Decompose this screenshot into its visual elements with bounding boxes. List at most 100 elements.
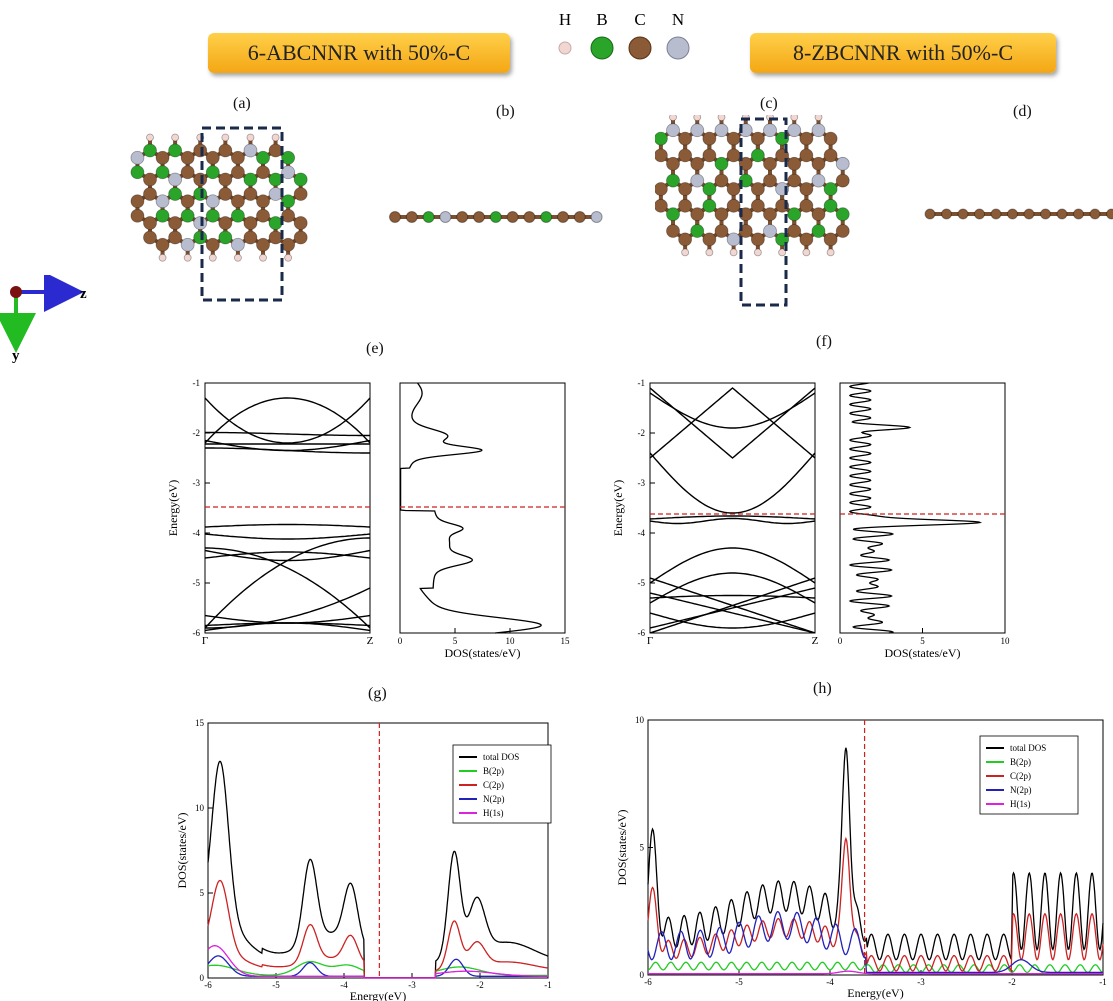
carbon-atom (787, 156, 802, 171)
panel-label-b: (b) (496, 103, 515, 120)
nitrogen-atom (180, 237, 195, 252)
boron-atom (666, 173, 680, 188)
nitrogen-atom (281, 165, 296, 180)
hydrogen-atom (171, 133, 180, 142)
xtick-label: -3 (408, 980, 416, 990)
panel-label-g: (g) (368, 685, 387, 702)
band-line (205, 622, 370, 632)
ytick-label: -4 (193, 528, 201, 538)
ytick-label: -5 (638, 578, 646, 588)
hydrogen-atom (208, 253, 217, 262)
carbon-atom (231, 165, 245, 180)
legend-label-0: total DOS (483, 752, 519, 762)
nitrogen-atom (763, 224, 777, 238)
xtick-label: 0 (838, 636, 843, 646)
band-lines (205, 397, 370, 632)
hydrogen-atom (802, 248, 811, 257)
ytick-label: -2 (638, 428, 646, 438)
carbon-atom (835, 224, 850, 238)
boron-atom (218, 230, 233, 245)
xtick-label: 10 (506, 636, 516, 646)
ylabel: Energy(eV) (611, 480, 625, 536)
boron-atom (143, 143, 157, 158)
boron-atom (787, 207, 802, 222)
hydrogen-atom (814, 115, 823, 122)
boron-atom (256, 150, 270, 165)
carbon-atom (143, 187, 157, 201)
structure-b-armchair-side-view (389, 211, 603, 223)
boron-atom (155, 165, 170, 180)
carbon-atom (218, 216, 233, 230)
boron-atom (823, 182, 838, 196)
xtick-label: 15 (561, 636, 571, 646)
carbon-atom (750, 232, 765, 247)
panel-label-c: (c) (760, 95, 778, 112)
hydrogen-atom (826, 248, 835, 257)
carbon-atom (726, 182, 741, 196)
side-atom (924, 208, 936, 220)
hydrogen-atom (705, 248, 714, 257)
side-atom (489, 211, 502, 223)
ytick-label: -5 (193, 578, 201, 588)
legend-label-1: B(2p) (483, 766, 504, 776)
left-title-badge: 6-ABCNNR with 50%-C (208, 33, 510, 73)
nitrogen-atom (168, 172, 183, 187)
carbon-atom (231, 150, 245, 165)
carbon-atom (256, 165, 270, 180)
series-2-line (647, 836, 1104, 973)
side-atom (389, 211, 401, 223)
band-line (205, 547, 370, 629)
xtick-label: -5 (272, 980, 280, 990)
atom-legend-b-label: B (596, 10, 607, 29)
legend-label-3: N(2p) (1010, 785, 1032, 795)
xlabel: DOS(states/eV) (885, 646, 961, 660)
legend-label-1: B(2p) (1010, 757, 1031, 767)
carbon-atom (168, 216, 183, 230)
carbon-atom (678, 131, 693, 146)
carbon-atom (750, 198, 765, 213)
plot-frame (204, 382, 371, 634)
carbon-atom (655, 198, 668, 213)
carbon-atom (678, 232, 693, 247)
ylabel: Energy(eV) (166, 480, 180, 536)
boron-atom (655, 131, 668, 146)
ytick-label: 5 (640, 843, 645, 853)
carbon-atom (823, 232, 838, 247)
carbon-atom (787, 224, 802, 238)
ytick-label: 5 (200, 888, 205, 898)
atom-legend-h: H (558, 10, 572, 55)
ytick-label: -6 (638, 628, 646, 638)
band-line (205, 614, 370, 624)
atom-legend-c-label: C (634, 10, 645, 29)
carbon-atom (750, 182, 765, 196)
carbon-atom (799, 131, 814, 146)
carbon-atom (231, 194, 245, 209)
xtick-z: Z (812, 635, 819, 647)
band-line (650, 515, 815, 520)
band-line (205, 587, 370, 629)
hydrogen-atom (729, 248, 738, 257)
band-line (205, 397, 370, 444)
side-atom (990, 208, 1002, 220)
carbon-atom (143, 230, 157, 245)
carbon-atom (702, 148, 717, 163)
xtick-label: -1 (544, 980, 552, 990)
side-atom (1073, 208, 1084, 220)
carbon-atom (243, 216, 258, 230)
xtick-label: -2 (1008, 977, 1016, 987)
xtick-label: 5 (453, 636, 458, 646)
carbon-atom (193, 143, 208, 158)
boron-atom (835, 207, 850, 222)
ytick-label: 15 (195, 718, 205, 728)
boron-atom (168, 187, 183, 201)
side-atom (590, 211, 603, 223)
boron-atom (281, 150, 296, 165)
boron-atom (168, 143, 183, 158)
carbon-atom (666, 224, 680, 238)
carbon-atom (168, 230, 183, 245)
panel-label-f: (f) (816, 333, 832, 350)
band-line (205, 533, 370, 540)
band-structure-e: -6 -5 -4 -3 -2 -1 Γ Z Energy(eV) (166, 378, 374, 647)
side-atom (439, 211, 452, 223)
xtick-label: -3 (917, 977, 925, 987)
